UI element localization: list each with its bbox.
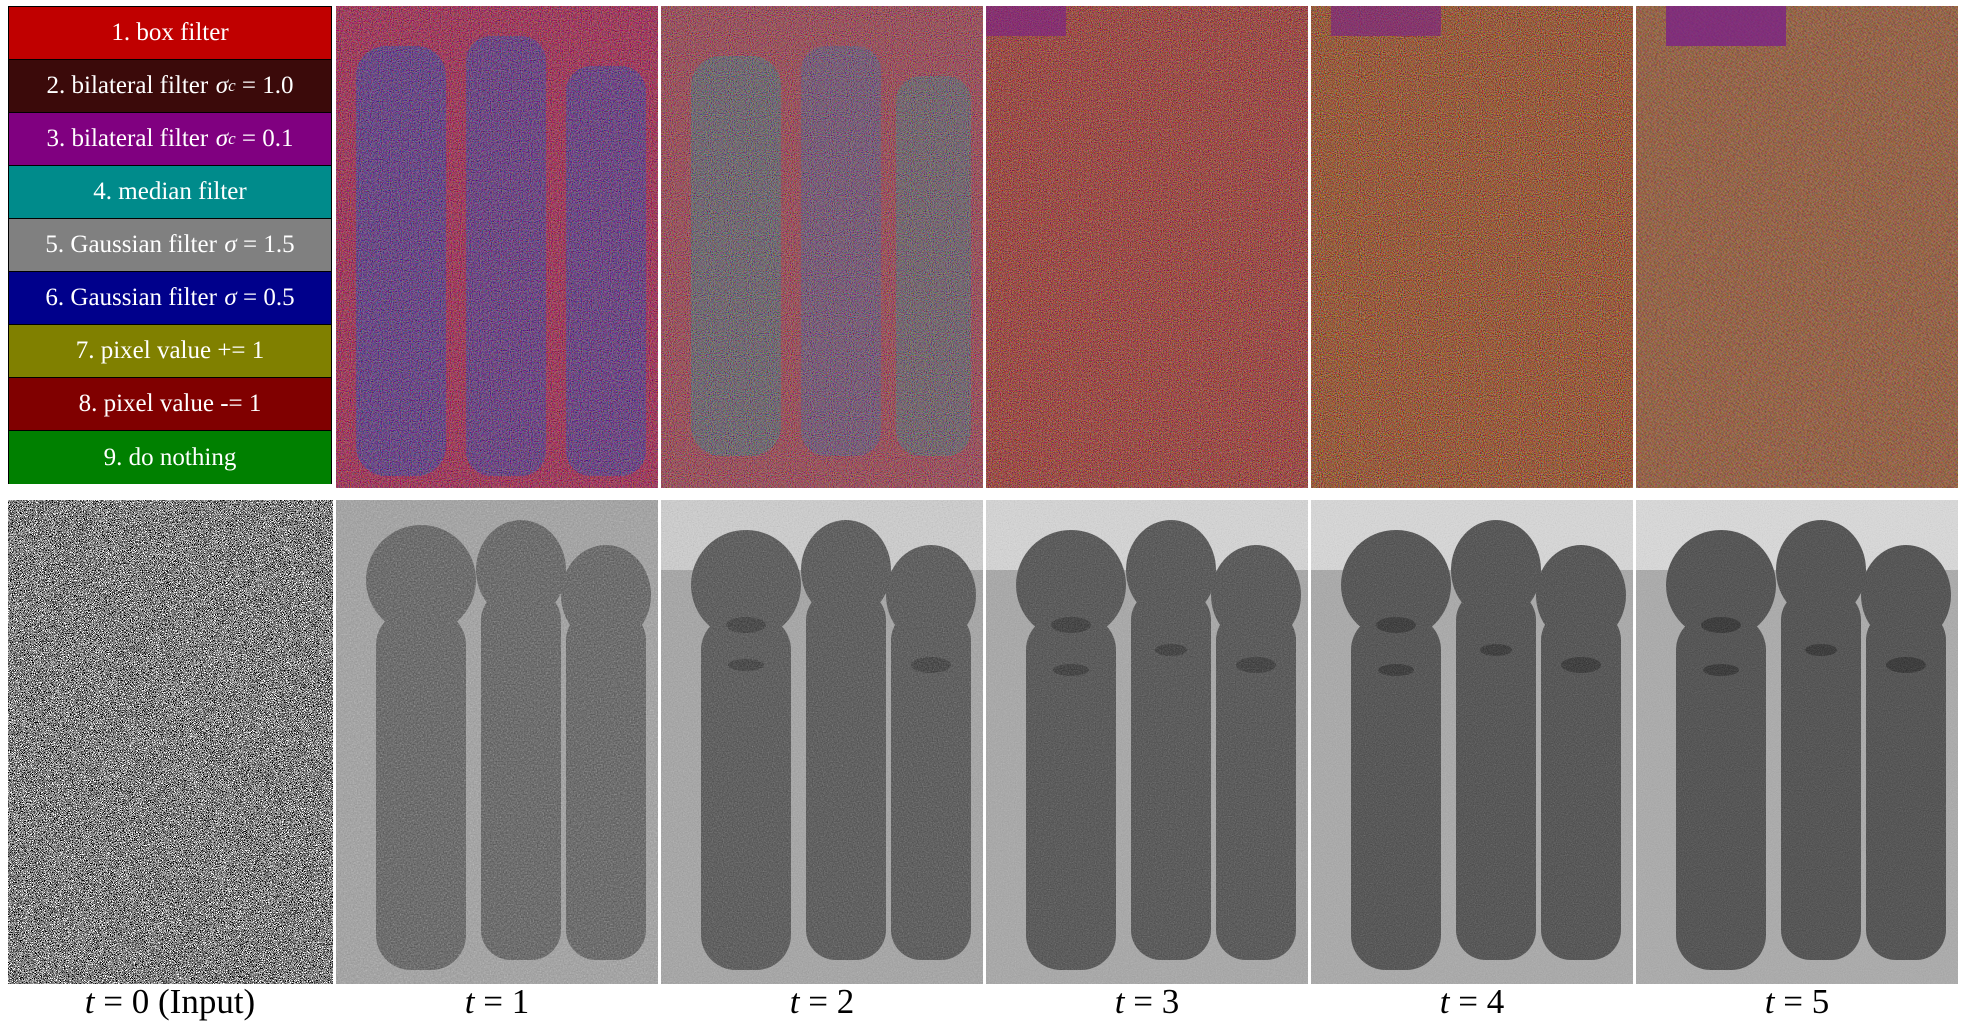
caption-t2: t = 2 (789, 982, 855, 1021)
legend-item-box-filter: 1. box filter (9, 7, 331, 60)
caption-t3: t = 3 (1114, 982, 1180, 1021)
caption-t4: t = 4 (1439, 982, 1505, 1021)
denoised-image-t2 (661, 500, 983, 984)
legend-item-pixel-plus: 7. pixel value += 1 (9, 325, 331, 378)
action-map-t1 (336, 6, 658, 488)
noisy-input-image (8, 500, 333, 984)
action-map-t2 (661, 6, 983, 488)
legend-item-pixel-minus: 8. pixel value -= 1 (9, 378, 331, 431)
legend-item-do-nothing: 9. do nothing (9, 431, 331, 484)
denoised-image-t5 (1636, 500, 1958, 984)
denoised-image-t4 (1311, 500, 1633, 984)
legend-item-median-filter: 4. median filter (9, 166, 331, 219)
action-map-t3 (986, 6, 1308, 488)
legend-item-gaussian-filter-2: 6. Gaussian filter σ = 0.5 (9, 272, 331, 325)
legend-item-gaussian-filter-1: 5. Gaussian filter σ = 1.5 (9, 219, 331, 272)
caption-t1: t = 1 (464, 982, 530, 1021)
denoised-image-t1 (336, 500, 658, 984)
caption-t0: t = 0 (Input) (84, 982, 256, 1021)
action-map-t5 (1636, 6, 1958, 488)
action-map-t4 (1311, 6, 1633, 488)
denoised-image-t3 (986, 500, 1308, 984)
caption-t5: t = 5 (1764, 982, 1830, 1021)
